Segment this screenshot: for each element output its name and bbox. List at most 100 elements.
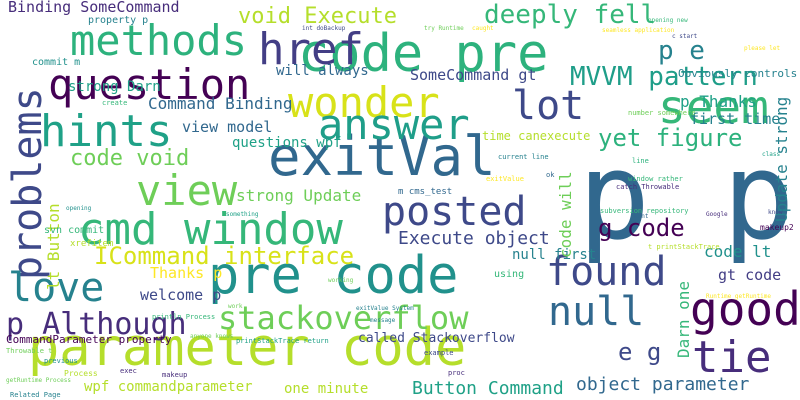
- word: c start: [672, 33, 698, 40]
- word: null: [548, 289, 645, 335]
- word: MVVM pattern: [570, 62, 758, 92]
- word: want: [634, 213, 649, 220]
- word: exec: [120, 367, 137, 375]
- word: view: [136, 166, 238, 215]
- word: println Process: [152, 313, 216, 321]
- word: catch Throwable: [616, 183, 680, 191]
- word: commit m: [32, 57, 81, 68]
- word: please let: [744, 45, 781, 52]
- word: try Runtime: [424, 25, 464, 32]
- word: strong Update: [236, 186, 362, 205]
- word: example: [424, 349, 454, 357]
- word: window rather: [628, 175, 683, 183]
- word: g code: [598, 214, 685, 242]
- word: first time: [690, 110, 781, 128]
- word: will always: [276, 63, 369, 79]
- word: Runtime getRuntime: [706, 293, 772, 300]
- word: stackoverflow: [218, 299, 469, 337]
- word: one minute: [284, 381, 369, 397]
- word: methods: [70, 16, 248, 65]
- word: subversion repository: [600, 207, 689, 215]
- word: object parameter: [576, 374, 750, 395]
- word: makeup: [162, 371, 188, 379]
- word: xrefitem: [70, 239, 114, 249]
- word: e g: [618, 338, 662, 366]
- word: work: [228, 303, 243, 310]
- word: proc: [448, 369, 465, 377]
- word: anyone knows: [190, 333, 234, 340]
- word: wonder: [288, 78, 440, 127]
- word: using: [494, 269, 525, 280]
- word: exitVal: [268, 125, 496, 188]
- word: something: [226, 211, 259, 218]
- word: caught: [472, 25, 494, 32]
- word: int doBackup: [302, 25, 346, 32]
- word: Throwable t: [6, 347, 53, 355]
- word: href: [258, 24, 364, 75]
- word: gt code: [718, 266, 782, 284]
- word: p p: [578, 128, 795, 267]
- word: cmd window: [78, 204, 343, 255]
- word: Related Page: [10, 391, 61, 399]
- word: ok: [546, 171, 555, 179]
- word: opening: [66, 205, 92, 212]
- word: questions wpf: [232, 135, 342, 151]
- word: wpf commandparameter: [84, 379, 253, 395]
- word: question: [48, 60, 251, 109]
- word: found: [546, 249, 667, 295]
- word: called Stackoverflow: [358, 331, 515, 346]
- word: p e: [658, 36, 705, 66]
- word: m cms_test: [398, 187, 453, 197]
- word: posted: [382, 189, 527, 235]
- word: tie: [692, 332, 772, 383]
- word: lt Button: [44, 203, 63, 290]
- word: message: [370, 317, 396, 324]
- word: opening new: [648, 17, 688, 24]
- word: love: [8, 265, 105, 311]
- word: Obviously controls: [678, 67, 798, 80]
- word: previous: [44, 357, 78, 365]
- word: create: [102, 99, 128, 107]
- word: welcome p: [140, 286, 222, 304]
- word: code void: [70, 146, 190, 171]
- word: parameter code: [28, 318, 467, 378]
- word: number somewhere: [628, 109, 696, 117]
- word: p Although: [6, 307, 187, 342]
- word: exitValue System: [356, 305, 414, 312]
- word: working: [328, 277, 354, 284]
- word: exitValue: [486, 175, 524, 183]
- word: good: [690, 282, 800, 336]
- word: seamless application: [602, 27, 675, 34]
- word: SomeCommand gt: [410, 66, 537, 84]
- word: code pre: [298, 24, 549, 84]
- word: class: [762, 151, 781, 158]
- word: code lt: [704, 242, 772, 261]
- word: lot: [512, 83, 585, 129]
- word: yet figure: [598, 124, 743, 152]
- word: svn commit: [44, 225, 105, 236]
- word: line: [632, 157, 649, 165]
- word: makeup2: [760, 223, 794, 232]
- word: know: [768, 209, 783, 216]
- word: Process: [64, 369, 98, 378]
- word: pre code: [208, 246, 459, 306]
- word: Thanks p: [150, 264, 223, 282]
- word: problems: [5, 87, 51, 280]
- word: property p: [88, 15, 149, 26]
- word: strong Darn: [68, 79, 161, 95]
- word: current line: [498, 153, 549, 161]
- word: deeply fell: [484, 0, 657, 30]
- word: hints: [40, 106, 173, 157]
- word: ICommand interface: [94, 242, 355, 270]
- word: getRuntime Process: [6, 377, 72, 384]
- word: printStackTrace return: [236, 337, 329, 345]
- word: t printStackTrace: [648, 243, 720, 251]
- word: CommandParameter property: [6, 333, 172, 346]
- word: p Thanks: [680, 92, 758, 111]
- word: void Execute: [238, 4, 397, 29]
- word: answer: [318, 100, 470, 149]
- word: Google: [706, 211, 728, 218]
- word: code will: [556, 171, 575, 258]
- word: view model: [182, 118, 273, 136]
